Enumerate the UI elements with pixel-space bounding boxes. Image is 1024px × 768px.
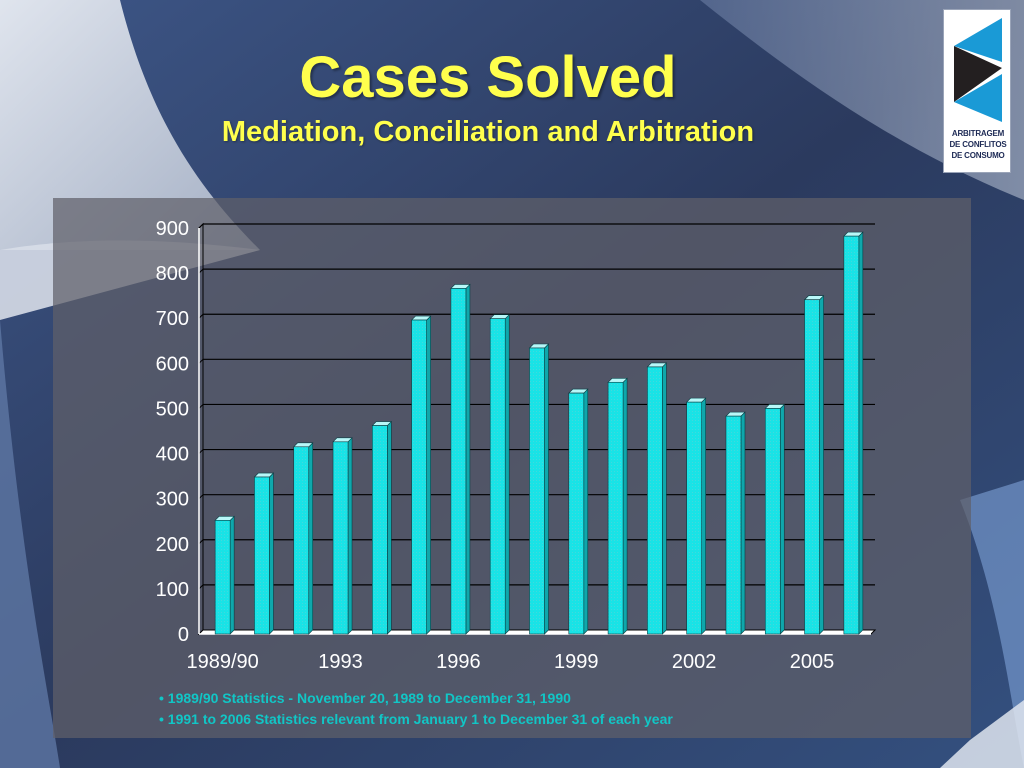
gridline-slant	[198, 223, 204, 229]
bar-side	[701, 397, 706, 635]
y-tick-label: 0	[178, 624, 189, 646]
bar-side	[544, 343, 549, 635]
logo-line-3: DE CONSUMO	[951, 151, 1005, 160]
bar-front	[293, 446, 310, 635]
bar-front	[372, 425, 388, 635]
y-tick-label: 300	[156, 489, 189, 511]
bar-front	[254, 476, 270, 635]
bar-1994	[371, 420, 393, 635]
bar-side	[583, 388, 589, 635]
bar-2004	[764, 403, 785, 635]
bar-side	[819, 295, 824, 635]
bar-front	[411, 319, 427, 635]
x-tick-label: 1989/90	[186, 651, 258, 673]
y-tick-label: 200	[156, 534, 189, 556]
organization-logo: ARBITRAGEM DE CONFLITOS DE CONSUMO	[943, 9, 1011, 173]
bar-2005	[803, 295, 825, 635]
chart-note-1: • 1989/90 Statistics - November 20, 1989…	[159, 690, 571, 706]
bar-front	[843, 235, 860, 635]
y-tick-label: 900	[156, 218, 189, 240]
bar-1995	[410, 315, 432, 635]
bar-1991	[253, 472, 275, 635]
bar-front	[529, 347, 545, 635]
y-tick-label: 500	[156, 398, 189, 420]
bar-front	[725, 415, 742, 635]
bar-2000	[607, 377, 628, 635]
bar-side	[229, 515, 235, 635]
bar-front	[489, 318, 506, 635]
x-tick-label: 1993	[318, 651, 363, 673]
chart-notes: • 1989/90 Statistics - November 20, 1989…	[159, 688, 673, 730]
y-tick-label: 600	[156, 353, 189, 375]
bar-2001	[646, 362, 668, 635]
chart-note-2: • 1991 to 2006 Statistics relevant from …	[159, 711, 673, 727]
chart-panel: 0 100 200 300 400 500 600 700 800 900 1989/90 1993 1…	[53, 198, 971, 738]
bar-side	[662, 362, 667, 635]
y-tick-label: 100	[156, 579, 189, 601]
bar-front	[647, 366, 663, 635]
bar-1992	[293, 442, 314, 635]
bar-side	[858, 231, 864, 635]
y-tick-label: 400	[156, 444, 189, 466]
bar-side	[347, 437, 353, 635]
bar-side	[426, 315, 431, 635]
abstract-triangles-logo-icon	[954, 18, 1002, 122]
bar-front	[607, 381, 624, 635]
x-tick-label: 2005	[790, 651, 835, 673]
bar-side	[308, 442, 314, 635]
bar-1996	[450, 283, 471, 635]
logo-line-2: DE CONFLITOS	[949, 140, 1007, 149]
bar-front	[332, 441, 349, 635]
bar-2002	[685, 397, 707, 635]
logo-line-1: ARBITRAGEM	[951, 129, 1005, 138]
x-tick-label: 1999	[554, 651, 599, 673]
bar-chart: 0 100 200 300 400 500 600 700 800 900 1989/90 1993 1…	[156, 218, 877, 673]
bar-2003	[725, 411, 746, 635]
bar-front	[686, 401, 702, 635]
bar-side	[504, 313, 510, 635]
bar-front	[804, 299, 820, 635]
x-tick-label: 1996	[436, 651, 481, 673]
bar-front	[450, 288, 467, 635]
bar-side	[269, 472, 274, 635]
bar-1999	[568, 388, 589, 635]
bar-side	[740, 411, 746, 635]
slide-title: Cases Solved	[299, 45, 677, 110]
x-tick-label: 2002	[672, 651, 717, 673]
bar-front	[568, 392, 585, 635]
y-tick-label: 800	[156, 263, 189, 285]
y-tick-label: 700	[156, 308, 189, 330]
bar-1998	[528, 343, 550, 635]
bar-1993	[332, 437, 353, 635]
bar-1989/90	[214, 515, 235, 635]
bar-side	[387, 420, 392, 635]
bar-front	[214, 520, 231, 635]
slide-subtitle: Mediation, Conciliation and Arbitration	[221, 116, 755, 148]
bar-side	[779, 403, 785, 635]
bar-1997	[489, 313, 510, 635]
logo-wordmark: ARBITRAGEM DE CONFLITOS DE CONSUMO	[944, 128, 1012, 161]
bar-2006	[843, 231, 864, 635]
bar-side	[622, 377, 628, 635]
bar-front	[764, 408, 781, 635]
bar-side	[465, 283, 471, 635]
